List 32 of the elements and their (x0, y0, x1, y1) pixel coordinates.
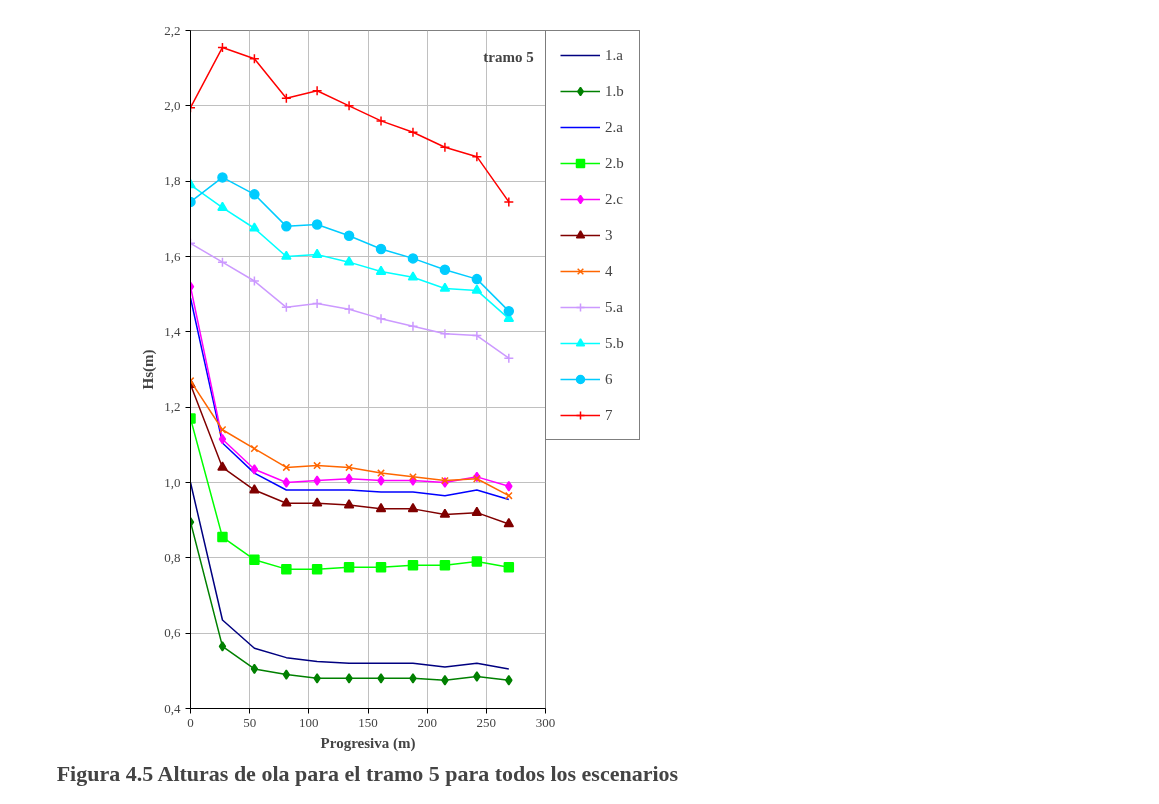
y-tick-label: 0,6 (164, 625, 181, 641)
legend-label: 2.c (605, 190, 624, 208)
y-tick-label: 1,0 (164, 474, 181, 490)
legend-label: 2.a (605, 118, 624, 136)
y-tick-label: 2,0 (164, 97, 181, 113)
legend-label: 3 (605, 226, 614, 244)
y-tick-label: 2,2 (164, 22, 181, 38)
legend-label: 6 (605, 370, 614, 388)
legend-label: 4 (605, 262, 614, 280)
x-tick-label: 0 (187, 714, 194, 730)
x-tick-label: 250 (476, 714, 497, 730)
legend-label: 1.b (605, 82, 625, 100)
annotation: tramo 5 (483, 49, 534, 66)
x-tick-label: 150 (358, 714, 378, 730)
y-tick-label: 0,8 (164, 549, 181, 565)
x-tick-label: 50 (243, 714, 257, 730)
legend-label: 2.b (605, 154, 625, 172)
x-tick-label: 100 (299, 714, 319, 730)
y-tick-label: 0,4 (164, 700, 181, 716)
y-tick-label: 1,4 (164, 323, 181, 339)
x-tick-label: 200 (417, 714, 437, 730)
x-axis-title: Progresiva (m) (320, 734, 416, 752)
legend-label: 7 (605, 406, 614, 424)
y-tick-label: 1,6 (164, 248, 181, 264)
legend-label: 1.a (605, 46, 624, 64)
x-tick-label: 300 (535, 714, 556, 730)
y-axis-title: Hs(m) (140, 349, 158, 390)
text: Figura 4.5 Alturas de ola para el tramo 5 para todos los escenarios (56, 760, 679, 786)
y-tick-label: 1,8 (164, 173, 181, 189)
legend-label: 5.b (605, 334, 625, 352)
y-tick-label: 1,2 (164, 399, 181, 415)
legend-label: 5.a (605, 298, 624, 316)
